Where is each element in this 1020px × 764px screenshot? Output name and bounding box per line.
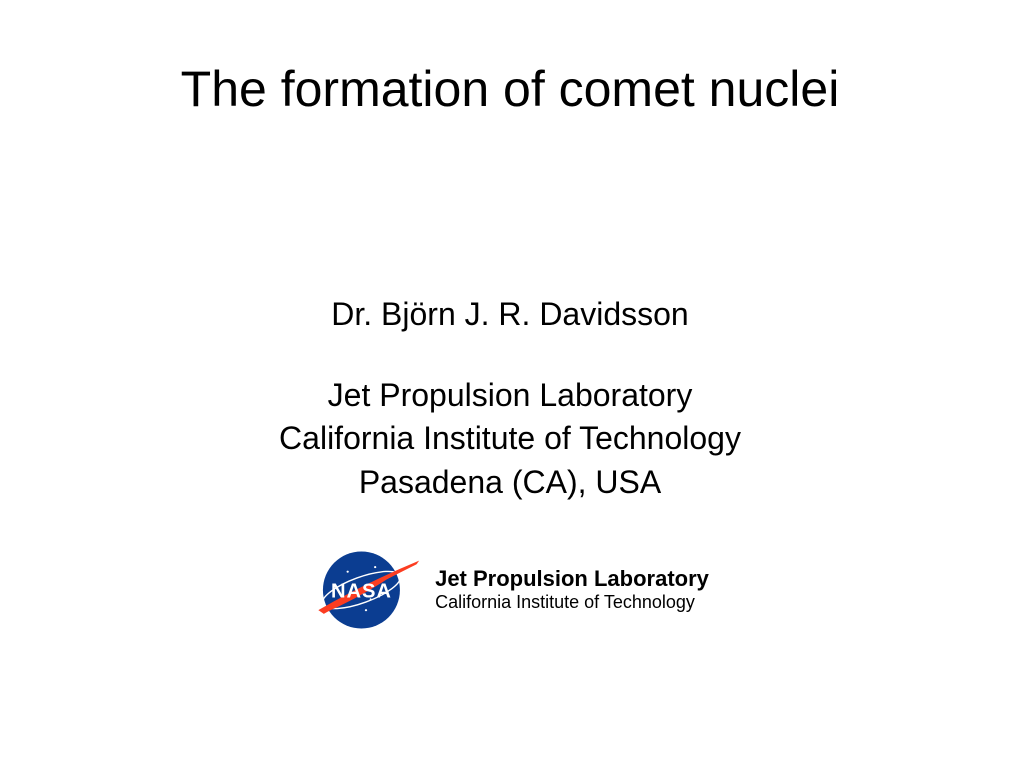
- author-block: Dr. Björn J. R. Davidsson Jet Propulsion…: [0, 293, 1020, 504]
- slide-title: The formation of comet nuclei: [0, 0, 1020, 118]
- slide: The formation of comet nuclei Dr. Björn …: [0, 0, 1020, 764]
- logo-text-line-1: Jet Propulsion Laboratory: [435, 566, 709, 592]
- logo-text-line-2: California Institute of Technology: [435, 592, 709, 614]
- logo-text: Jet Propulsion Laboratory California Ins…: [435, 566, 709, 614]
- affiliation-line-2: California Institute of Technology: [0, 417, 1020, 460]
- author-name: Dr. Björn J. R. Davidsson: [0, 293, 1020, 336]
- logo-block: NASA Jet Propulsion Laboratory Californi…: [0, 544, 1020, 636]
- affiliation-line-3: Pasadena (CA), USA: [0, 461, 1020, 504]
- nasa-logo-icon: NASA: [311, 544, 421, 636]
- affiliation-line-1: Jet Propulsion Laboratory: [0, 374, 1020, 417]
- nasa-wordmark: NASA: [331, 580, 392, 602]
